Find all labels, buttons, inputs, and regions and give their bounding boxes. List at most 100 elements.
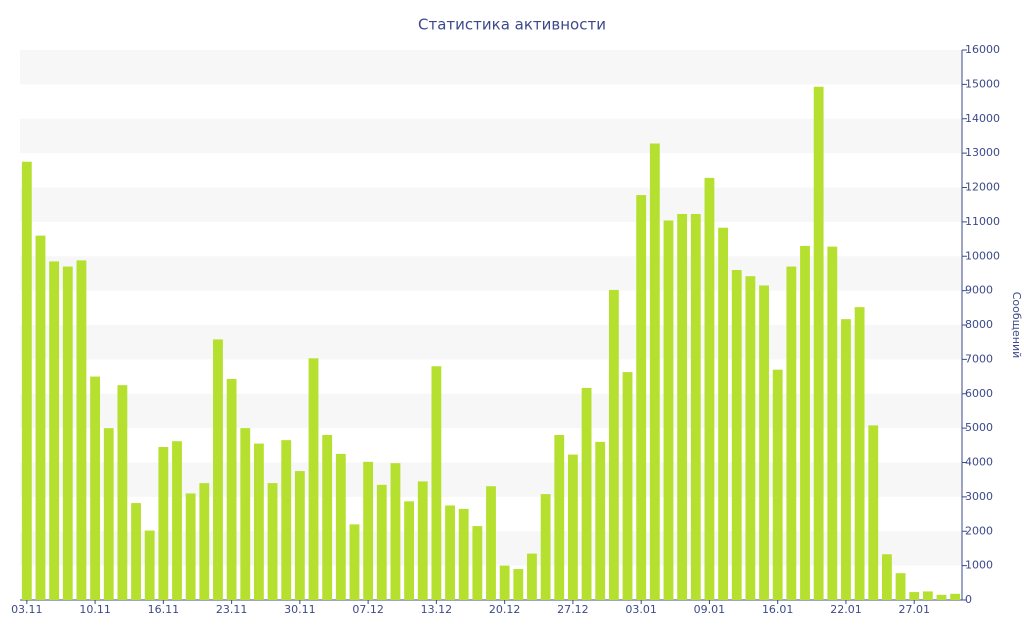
- bar: [527, 553, 537, 600]
- bar: [636, 195, 647, 600]
- bar: [131, 503, 141, 600]
- bar: [281, 440, 292, 600]
- x-tick-label: 09.01: [694, 603, 726, 616]
- bar: [567, 454, 578, 600]
- y-tick-label: 0: [965, 593, 972, 606]
- chart-title: Статистика активности: [418, 16, 606, 34]
- bar: [144, 530, 155, 600]
- bar: [240, 428, 251, 600]
- bar: [199, 483, 210, 600]
- bar: [185, 493, 196, 600]
- bar: [936, 594, 947, 600]
- bar: [731, 270, 742, 600]
- bar: [677, 213, 688, 600]
- bar: [608, 289, 619, 600]
- y-tick-label: 6000: [965, 387, 993, 400]
- x-tick-label: 20.12: [489, 603, 521, 616]
- bar: [213, 339, 223, 600]
- y-tick-label: 14000: [965, 112, 1000, 125]
- bar: [759, 285, 769, 600]
- bar: [663, 220, 674, 600]
- bar: [117, 385, 128, 600]
- bar: [499, 565, 510, 600]
- bar: [690, 213, 701, 600]
- x-tick-label: 22.01: [830, 603, 862, 616]
- grid-band: [20, 118, 962, 154]
- bar: [486, 486, 496, 600]
- y-axis-label: Сообщений: [1010, 292, 1023, 359]
- x-tick-label: 03.01: [625, 603, 657, 616]
- bar: [390, 463, 401, 600]
- bar: [595, 441, 606, 600]
- y-tick-label: 1000: [965, 559, 993, 572]
- x-tick-label: 10.11: [79, 603, 111, 616]
- y-tick-label: 10000: [965, 249, 1000, 262]
- bar: [445, 505, 455, 600]
- bar: [349, 524, 360, 600]
- bar: [417, 481, 428, 600]
- bar: [881, 554, 892, 600]
- bar: [922, 591, 933, 600]
- bar: [540, 494, 551, 600]
- bar: [581, 387, 592, 600]
- bar: [226, 378, 237, 600]
- x-tick-label: 16.11: [148, 603, 180, 616]
- y-tick-label: 15000: [965, 77, 1000, 90]
- bar: [35, 235, 46, 600]
- bar: [513, 569, 524, 600]
- y-tick-label: 3000: [965, 490, 993, 503]
- y-tick-label: 11000: [965, 215, 1000, 228]
- bar: [294, 471, 305, 600]
- y-tick-label: 2000: [965, 524, 993, 537]
- bar: [308, 358, 319, 600]
- bar: [813, 86, 824, 600]
- bar: [827, 246, 838, 600]
- bar: [772, 369, 783, 600]
- bar: [895, 573, 906, 600]
- y-tick-label: 9000: [965, 284, 993, 297]
- y-tick-label: 5000: [965, 421, 993, 434]
- bar: [786, 266, 797, 600]
- bar: [49, 261, 60, 600]
- bar: [841, 319, 851, 600]
- x-tick-label: 30.11: [284, 603, 316, 616]
- x-tick-label: 16.01: [762, 603, 794, 616]
- bar: [363, 461, 374, 600]
- x-tick-label: 03.11: [11, 603, 43, 616]
- grid-band: [20, 187, 962, 222]
- bar: [322, 435, 333, 600]
- bar: [253, 443, 264, 600]
- bar: [704, 177, 715, 600]
- x-tick-label: 27.01: [898, 603, 930, 616]
- x-tick-label: 07.12: [352, 603, 384, 616]
- bar: [335, 453, 346, 600]
- bar: [376, 484, 387, 600]
- bar: [267, 483, 278, 600]
- bar: [62, 266, 73, 600]
- bar: [800, 245, 810, 600]
- y-tick-label: 7000: [965, 352, 993, 365]
- y-tick-label: 16000: [965, 43, 1000, 56]
- bar: [909, 592, 920, 600]
- bar: [76, 260, 87, 600]
- bar: [745, 276, 756, 600]
- bar: [90, 376, 101, 600]
- bar: [950, 593, 961, 600]
- bar: [431, 366, 442, 600]
- bar: [718, 227, 729, 600]
- y-tick-label: 13000: [965, 146, 1000, 159]
- bar: [103, 428, 114, 600]
- x-tick-label: 23.11: [216, 603, 248, 616]
- bar: [649, 143, 660, 600]
- bar: [21, 161, 32, 600]
- x-tick-label: 27.12: [557, 603, 589, 616]
- bar: [554, 435, 565, 600]
- bar: [404, 501, 415, 600]
- bar: [158, 447, 169, 600]
- bar: [172, 441, 182, 600]
- y-tick-label: 8000: [965, 318, 993, 331]
- bar: [622, 372, 633, 600]
- y-tick-label: 12000: [965, 181, 1000, 194]
- bar: [868, 425, 879, 600]
